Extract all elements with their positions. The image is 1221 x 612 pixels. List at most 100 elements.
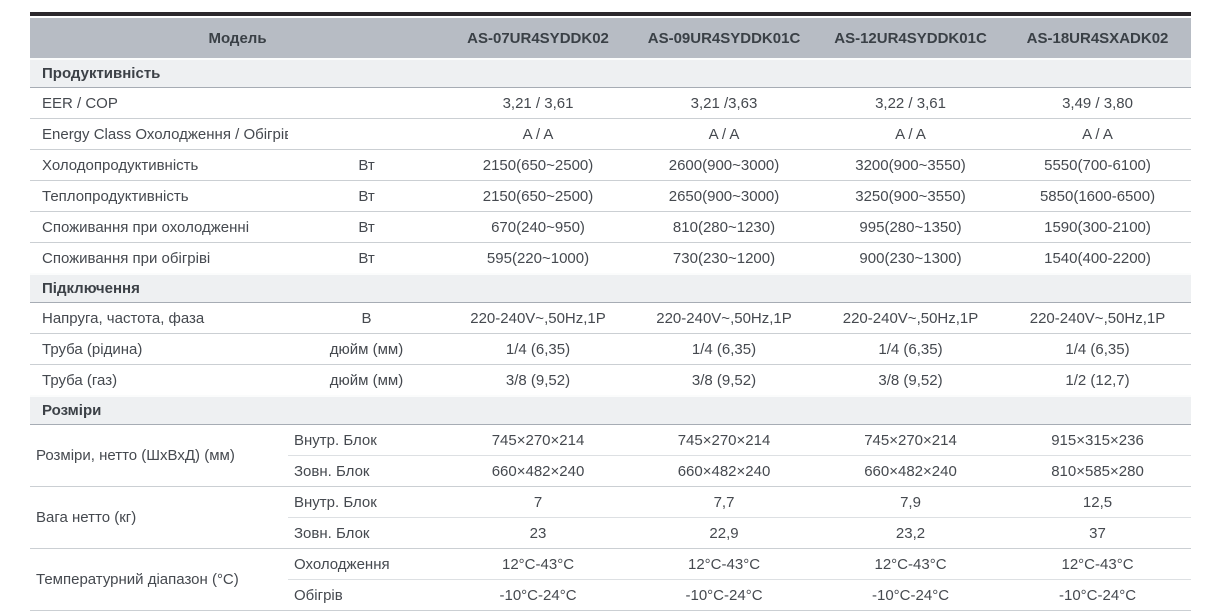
- value-cell: 810(280~1230): [631, 211, 818, 243]
- table-header-row: Модель AS-07UR4SYDDK02 AS-09UR4SYDDK01C …: [30, 18, 1192, 59]
- value-cell: 1/4 (6,35): [445, 333, 632, 365]
- model-name-cell: AS-09UR4SYDDK01C: [631, 18, 818, 59]
- value-cell: 1590(300-2100): [1004, 211, 1192, 243]
- section-row-connection: Підключення: [30, 273, 1192, 303]
- value-cell: 12°C-43°C: [1004, 548, 1192, 580]
- value-cell: 2650(900~3000): [631, 180, 818, 212]
- value-cell: 670(240~950): [445, 211, 632, 243]
- unit-cell: [288, 87, 446, 119]
- value-cell: 1/4 (6,35): [817, 333, 1005, 365]
- value-cell: A / A: [445, 118, 632, 150]
- table-row: Температурний діапазон (°С) Охолодження …: [30, 548, 1192, 611]
- table-row: Розміри, нетто (ШхВхД) (мм) Внутр. Блок …: [30, 424, 1192, 487]
- table-row: Вага нетто (кг) Внутр. Блок 7 7,7 7,9 12…: [30, 486, 1192, 549]
- subrow-label: Внутр. Блок: [288, 486, 446, 518]
- table-row: EER / COP 3,21 / 3,61 3,21 /3,63 3,22 / …: [30, 87, 1192, 119]
- value-cell: 5550(700-6100): [1004, 149, 1192, 181]
- table-row: Обігрів -10°C-24°C -10°C-24°C -10°C-24°C…: [30, 579, 1192, 611]
- unit-cell: Вт: [288, 211, 446, 243]
- value-cell: 745×270×214: [817, 424, 1005, 456]
- subrow-label: Зовн. Блок: [288, 455, 446, 487]
- value-cell: 3,21 / 3,61: [445, 87, 632, 119]
- section-title: Підключення: [30, 273, 1192, 303]
- value-cell: 12°C-43°C: [631, 548, 818, 580]
- unit-cell: Вт: [288, 149, 446, 181]
- value-cell: 37: [1004, 517, 1192, 549]
- model-header-cell: Модель: [30, 18, 446, 59]
- value-cell: 7,7: [631, 486, 818, 518]
- unit-cell: Вт: [288, 242, 446, 275]
- model-name-cell: AS-12UR4SYDDK01C: [817, 18, 1005, 59]
- value-cell: 660×482×240: [631, 455, 818, 487]
- table-row: Труба (газ) дюйм (мм) 3/8 (9,52) 3/8 (9,…: [30, 364, 1192, 397]
- row-label: Споживання при обігріві: [30, 242, 288, 275]
- value-cell: 3,49 / 3,80: [1004, 87, 1192, 119]
- value-cell: 22,9: [631, 517, 818, 549]
- value-cell: 660×482×240: [817, 455, 1005, 487]
- row-label: Температурний діапазон (°С): [30, 548, 288, 611]
- spec-table-container: Модель AS-07UR4SYDDK02 AS-09UR4SYDDK01C …: [30, 12, 1192, 611]
- row-label: Розміри, нетто (ШхВхД) (мм): [30, 424, 288, 487]
- value-cell: 3/8 (9,52): [631, 364, 818, 397]
- value-cell: 2600(900~3000): [631, 149, 818, 181]
- unit-cell: дюйм (мм): [288, 364, 446, 397]
- unit-cell: дюйм (мм): [288, 333, 446, 365]
- value-cell: 23,2: [817, 517, 1005, 549]
- value-cell: 3200(900~3550): [817, 149, 1005, 181]
- subrow-label: Зовн. Блок: [288, 517, 446, 549]
- spec-table: Модель AS-07UR4SYDDK02 AS-09UR4SYDDK01C …: [30, 18, 1192, 611]
- value-cell: 1/2 (12,7): [1004, 364, 1192, 397]
- value-cell: 745×270×214: [445, 424, 632, 456]
- value-cell: 1540(400-2200): [1004, 242, 1192, 275]
- table-row: Напруга, частота, фаза В 220-240V~,50Hz,…: [30, 302, 1192, 334]
- value-cell: 995(280~1350): [817, 211, 1005, 243]
- value-cell: 220-240V~,50Hz,1P: [817, 302, 1005, 334]
- row-label: EER / COP: [30, 87, 288, 119]
- value-cell: 3,21 /3,63: [631, 87, 818, 119]
- unit-cell: Вт: [288, 180, 446, 212]
- table-top-accent-bar: [30, 12, 1191, 16]
- model-name-cell: AS-18UR4SXADK02: [1004, 18, 1192, 59]
- value-cell: 810×585×280: [1004, 455, 1192, 487]
- value-cell: 220-240V~,50Hz,1P: [445, 302, 632, 334]
- subrow-label: Внутр. Блок: [288, 424, 446, 456]
- table-row: Споживання при обігріві Вт 595(220~1000)…: [30, 242, 1192, 275]
- unit-cell: В: [288, 302, 446, 334]
- value-cell: 7,9: [817, 486, 1005, 518]
- value-cell: 7: [445, 486, 632, 518]
- value-cell: 3250(900~3550): [817, 180, 1005, 212]
- value-cell: 2150(650~2500): [445, 180, 632, 212]
- value-cell: 23: [445, 517, 632, 549]
- row-label: Холодопродуктивність: [30, 149, 288, 181]
- value-cell: 915×315×236: [1004, 424, 1192, 456]
- value-cell: 220-240V~,50Hz,1P: [631, 302, 818, 334]
- row-label: Труба (газ): [30, 364, 288, 397]
- value-cell: 660×482×240: [445, 455, 632, 487]
- value-cell: 3/8 (9,52): [817, 364, 1005, 397]
- unit-cell: [288, 118, 446, 150]
- table-row: Теплопродуктивність Вт 2150(650~2500) 26…: [30, 180, 1192, 212]
- row-label: Труба (рідина): [30, 333, 288, 365]
- value-cell: 1/4 (6,35): [631, 333, 818, 365]
- value-cell: -10°C-24°C: [817, 579, 1005, 611]
- value-cell: 2150(650~2500): [445, 149, 632, 181]
- value-cell: 3,22 / 3,61: [817, 87, 1005, 119]
- value-cell: -10°C-24°C: [631, 579, 818, 611]
- value-cell: 3/8 (9,52): [445, 364, 632, 397]
- value-cell: 5850(1600-6500): [1004, 180, 1192, 212]
- value-cell: 745×270×214: [631, 424, 818, 456]
- subrow-label: Охолодження: [288, 548, 446, 580]
- table-row: Зовн. Блок 23 22,9 23,2 37: [30, 517, 1192, 549]
- row-label: Теплопродуктивність: [30, 180, 288, 212]
- value-cell: -10°C-24°C: [1004, 579, 1192, 611]
- table-row: Труба (рідина) дюйм (мм) 1/4 (6,35) 1/4 …: [30, 333, 1192, 365]
- section-row-performance: Продуктивність: [30, 58, 1192, 88]
- row-label: Вага нетто (кг): [30, 486, 288, 549]
- value-cell: 12,5: [1004, 486, 1192, 518]
- value-cell: 900(230~1300): [817, 242, 1005, 275]
- section-row-dimensions: Розміри: [30, 395, 1192, 425]
- value-cell: 12°C-43°C: [817, 548, 1005, 580]
- section-title: Розміри: [30, 395, 1192, 425]
- row-label: Споживання при охолодженні: [30, 211, 288, 243]
